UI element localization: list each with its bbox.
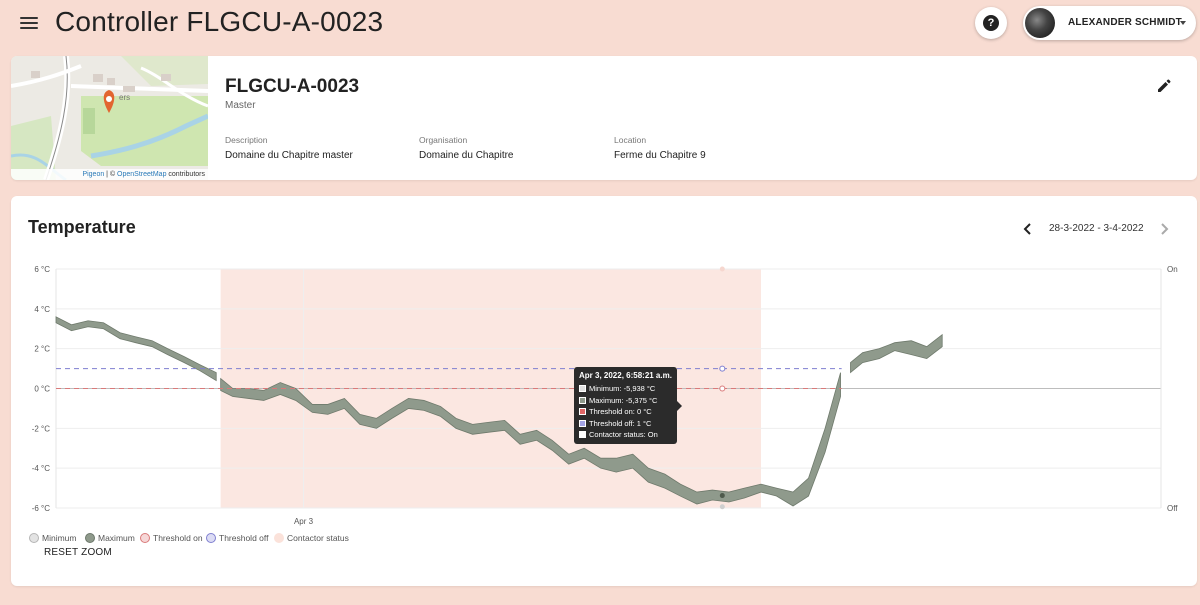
marker-minimum xyxy=(719,504,725,510)
chevron-down-icon xyxy=(1180,21,1186,25)
map-attribution: Pigeon | © OpenStreetMap contributors xyxy=(11,169,208,180)
field-organisation-value: Domaine du Chapitre xyxy=(419,150,514,161)
chart-title: Temperature xyxy=(28,217,136,237)
legend-threshold-on-dot xyxy=(140,533,150,543)
previous-range-button[interactable] xyxy=(1019,220,1037,238)
edit-button[interactable] xyxy=(1155,77,1173,95)
marker-threshold-on xyxy=(719,385,726,392)
legend-maximum-label: Maximum xyxy=(98,533,135,543)
legend-contactor-status-dot xyxy=(274,533,284,543)
field-organisation-label: Organisation xyxy=(419,135,468,145)
location-map[interactable]: ers Pigeon | © OpenStreetMap contributor… xyxy=(11,56,208,180)
x-axis-ticks: Apr 3 xyxy=(294,517,314,526)
device-name: FLGCU-A-0023 xyxy=(225,76,360,97)
y-right-label-on: On xyxy=(1167,265,1178,274)
user-name: ALEXANDER SCHMIDT xyxy=(1068,17,1182,28)
marker-contactor-status xyxy=(719,266,725,272)
next-range-button[interactable] xyxy=(1155,220,1173,238)
tooltip-title: Apr 3, 2022, 6:58:21 a.m. xyxy=(579,371,672,380)
x-tick-label: Apr 3 xyxy=(294,517,314,526)
pencil-icon xyxy=(1158,79,1171,92)
field-description-value: Domaine du Chapitre master xyxy=(225,150,353,161)
page-title: Controller FLGCU-A-0023 xyxy=(55,6,384,37)
top-bar: Controller FLGCU-A-0023 ? ALEXANDER SCHM… xyxy=(0,0,1200,50)
legend-threshold-off-dot xyxy=(206,533,216,543)
y-tick-label: -2 °C xyxy=(32,424,51,433)
y-tick-label: 4 °C xyxy=(34,305,50,314)
y-tick-label: 2 °C xyxy=(34,345,50,354)
marker-threshold-off xyxy=(719,365,726,372)
y-tick-label: 6 °C xyxy=(34,265,50,274)
legend-maximum-dot xyxy=(85,533,95,543)
map-credit-contributors: contributors xyxy=(166,171,205,178)
avatar xyxy=(1025,8,1055,38)
field-description-label: Description xyxy=(225,135,268,145)
map-pin-icon xyxy=(103,90,115,113)
y-right-label-off: Off xyxy=(1167,504,1178,513)
help-button[interactable]: ? xyxy=(975,7,1007,39)
tooltip-row-threshold-off: Threshold off: 1 °C xyxy=(579,418,672,430)
map-credit-sep: | © xyxy=(104,171,118,178)
date-range: 28-3-2022 - 3-4-2022 xyxy=(1049,223,1144,234)
y-tick-label: -4 °C xyxy=(32,464,51,473)
legend-contactor-status-label: Contactor status xyxy=(287,533,349,543)
temperature-band-0 xyxy=(55,316,217,382)
tooltip-row-threshold-on: Threshold on: 0 °C xyxy=(579,406,672,418)
y-tick-label: 0 °C xyxy=(34,385,50,394)
legend-minimum-dot xyxy=(29,533,39,543)
chart-series xyxy=(55,316,943,507)
menu-icon[interactable] xyxy=(20,14,38,34)
tooltip-row-minimum: Minimum: -5,938 °C xyxy=(579,383,672,395)
y-tick-label: -6 °C xyxy=(32,504,51,513)
marker-maximum xyxy=(719,493,725,499)
help-icon: ? xyxy=(983,15,999,31)
map-credit-pigeon[interactable]: Pigeon xyxy=(82,171,105,178)
legend-threshold-on-label: Threshold on xyxy=(153,533,203,543)
temperature-band-1 xyxy=(220,372,841,507)
chart-markers xyxy=(719,266,726,510)
chart-tooltip: Apr 3, 2022, 6:58:21 a.m. Minimum: -5,93… xyxy=(574,367,682,444)
temperature-card: 6 °C 4 °C 2 °C 0 °C -2 °C -4 °C -6 °C On Off Apr… xyxy=(11,196,1197,586)
map-credit-osm-link[interactable]: OpenStreetMap xyxy=(117,171,167,178)
chart-thresholds xyxy=(56,368,842,389)
map-tiles: ers xyxy=(11,56,208,180)
y-axis-ticks: 6 °C 4 °C 2 °C 0 °C -2 °C -4 °C -6 °C On Off xyxy=(32,265,1179,513)
field-location-value: Ferme du Chapitre 9 xyxy=(614,150,706,161)
temperature-band-2 xyxy=(850,333,943,374)
chevron-left-icon xyxy=(1023,223,1031,235)
chevron-right-icon xyxy=(1161,223,1169,235)
device-info-card: ers Pigeon | © OpenStreetMap contributor… xyxy=(11,56,1197,180)
map-place-label: ers xyxy=(119,93,130,102)
tooltip-row-contactor-status: Contactor status: On xyxy=(579,429,672,441)
user-menu-button[interactable]: ALEXANDER SCHMIDT xyxy=(1023,6,1196,40)
field-location-label: Location xyxy=(614,135,647,145)
legend-minimum-label: Minimum xyxy=(42,533,77,543)
tooltip-row-maximum: Maximum: -5,375 °C xyxy=(579,395,672,407)
device-role: Master xyxy=(225,100,256,111)
legend-threshold-off-label: Threshold off xyxy=(219,533,269,543)
reset-zoom-button[interactable]: RESET ZOOM xyxy=(44,547,112,558)
